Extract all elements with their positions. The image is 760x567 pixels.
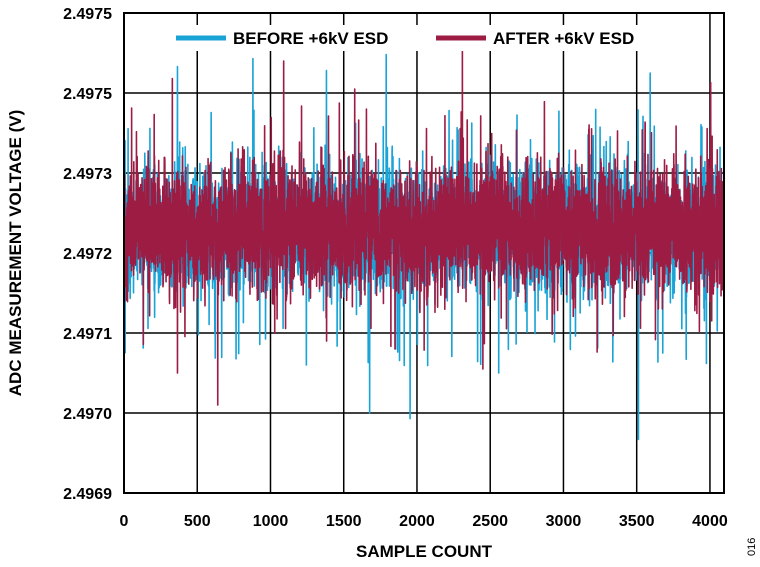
x-tick-label: 1000 <box>253 513 289 530</box>
legend-background <box>160 25 682 51</box>
y-tick-label: 2.4975 <box>63 86 112 103</box>
x-tick-label: 2500 <box>472 513 508 530</box>
x-tick-label: 0 <box>120 513 129 530</box>
plot-frame <box>123 12 725 494</box>
y-tick-label: 2.4969 <box>63 486 112 503</box>
x-axis-label: SAMPLE COUNT <box>356 542 493 561</box>
y-tick-labels: 2.4969 2.4970 2.4971 2.4972 2.4973 2.4975 2.49… <box>63 6 112 503</box>
legend-label-after: AFTER +6kV ESD <box>493 29 634 48</box>
x-tick-label: 3500 <box>619 513 655 530</box>
y-axis-label: ADC MEASUREMENT VOLTAGE (V) <box>6 110 25 396</box>
y-tick-label: 2.4971 <box>63 326 112 343</box>
x-tick-label: 500 <box>184 513 211 530</box>
series-layer <box>123 43 725 441</box>
legend-label-before: BEFORE +6kV ESD <box>233 29 388 48</box>
x-tick-label: 1500 <box>326 513 362 530</box>
x-tick-label: 3000 <box>546 513 582 530</box>
x-tick-labels: 0 500 1000 1500 2000 2500 3000 3500 4000 <box>120 513 728 530</box>
x-tick-label: 2000 <box>399 513 435 530</box>
y-tick-label: 2.4972 <box>63 246 112 263</box>
x-tick-label: 4000 <box>692 513 728 530</box>
y-tick-label: 2.4975 <box>63 6 112 23</box>
legend: BEFORE +6kV ESD AFTER +6kV ESD <box>176 29 634 48</box>
series-line-after <box>123 43 725 406</box>
y-tick-label: 2.4970 <box>63 406 112 423</box>
y-tick-label: 2.4973 <box>63 166 112 183</box>
figure-id: 016 <box>746 538 758 556</box>
